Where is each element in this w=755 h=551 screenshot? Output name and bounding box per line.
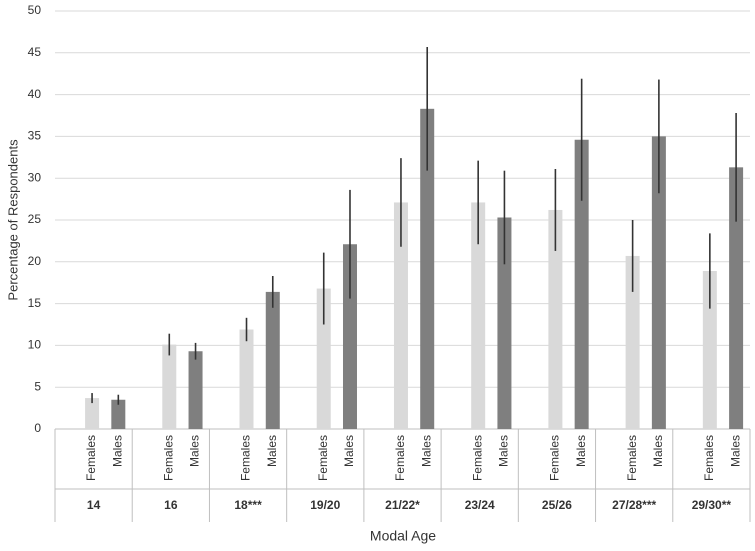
x-sub-label: Males [497,435,511,467]
x-group-label: 29/30** [692,498,732,512]
y-tick-label: 0 [34,421,41,435]
y-tick-label: 50 [28,3,42,17]
bar [471,202,486,429]
x-sub-label: Males [265,435,279,467]
x-group-label: 25/26 [542,498,572,512]
bar [702,270,717,429]
x-sub-label: Males [728,435,742,467]
bar [574,139,589,429]
bar [265,291,280,429]
x-group-label: 14 [87,498,101,512]
bar [85,398,100,429]
bar [393,202,408,429]
x-group-label: 21/22* [385,498,420,512]
x-group-label: 23/24 [465,498,495,512]
x-sub-label: Males [188,435,202,467]
x-group-label: 16 [164,498,178,512]
x-sub-label: Females [702,435,716,481]
bar [651,136,666,429]
bar [729,167,744,429]
y-tick-label: 30 [28,170,42,184]
x-sub-label: Females [161,435,175,481]
x-sub-label: Males [342,435,356,467]
y-tick-label: 40 [28,87,42,101]
x-sub-label: Females [470,435,484,481]
x-sub-label: Females [548,435,562,481]
y-tick-label: 20 [28,254,42,268]
x-sub-label: Females [625,435,639,481]
y-tick-label: 45 [28,45,42,59]
x-group-label: 19/20 [310,498,340,512]
x-sub-label: Females [239,435,253,481]
y-tick-label: 35 [28,129,42,143]
bar [342,244,357,429]
x-sub-label: Males [110,435,124,467]
x-sub-label: Males [419,435,433,467]
y-tick-label: 15 [28,296,42,310]
x-sub-label: Females [393,435,407,481]
y-tick-label: 25 [28,212,42,226]
bar [239,329,254,429]
bar [548,209,563,429]
bar [188,351,203,429]
bar [111,399,126,429]
bar [316,288,331,429]
x-axis-title: Modal Age [370,528,436,544]
y-tick-label: 5 [34,379,41,393]
bar [625,255,640,429]
bar [497,217,512,429]
x-group-label: 18*** [234,498,262,512]
y-axis-title: Percentage of Respondents [5,139,20,301]
x-group-label: 27/28*** [612,498,656,512]
y-tick-label: 10 [28,338,42,352]
x-sub-label: Males [574,435,588,467]
x-sub-label: Females [316,435,330,481]
bar [162,344,177,429]
x-sub-label: Males [651,435,665,467]
bar [420,108,435,429]
x-sub-label: Females [84,435,98,481]
